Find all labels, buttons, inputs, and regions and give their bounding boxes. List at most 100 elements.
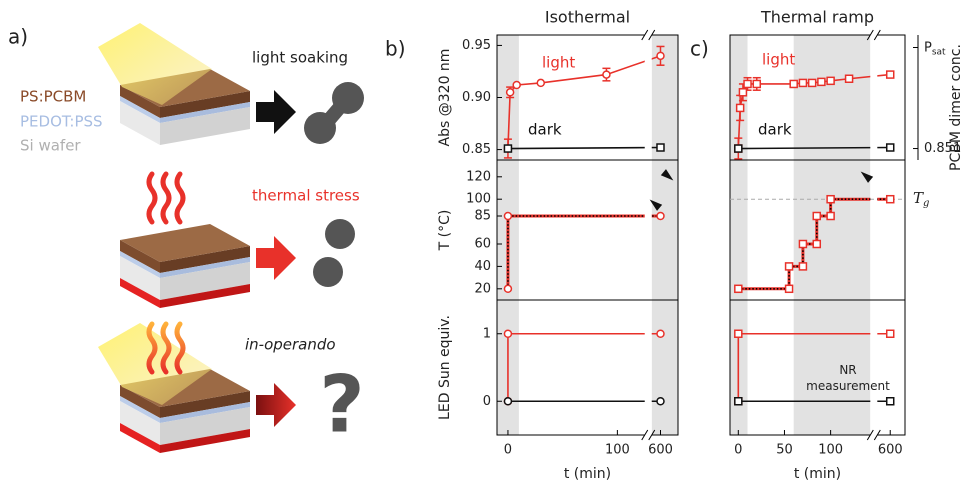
axis-break-mark <box>866 429 874 441</box>
marker <box>738 88 748 97</box>
layer-label: PEDOT:PSS <box>20 113 103 131</box>
marker <box>536 78 546 88</box>
y-axis-label: T (°C) <box>437 210 453 252</box>
y-tick-label: 100 <box>466 192 491 207</box>
marker <box>656 329 665 338</box>
x-tick-label: 0 <box>504 443 512 458</box>
layer-side <box>160 257 250 278</box>
marker <box>656 211 665 221</box>
axis-break-mark <box>641 29 649 41</box>
y-tick-label: 1 <box>483 326 491 341</box>
condition-label: light soaking <box>252 49 348 67</box>
shaded-region <box>730 35 748 160</box>
marker <box>734 284 743 294</box>
series-line-dots <box>738 198 891 290</box>
marker <box>826 76 835 86</box>
panel-label: b) <box>385 37 406 61</box>
shaded-region <box>651 160 678 300</box>
arrowhead <box>660 169 674 181</box>
marker <box>503 397 513 406</box>
layer-side <box>120 396 160 423</box>
arrow <box>256 383 296 427</box>
arrowhead <box>649 199 663 211</box>
series-label: light <box>542 54 575 72</box>
axis-break-mark <box>641 429 649 441</box>
arrow <box>256 90 296 134</box>
axis-break-mark <box>873 29 881 41</box>
x-tick-label: 100 <box>605 443 630 458</box>
layer-side <box>120 240 160 273</box>
marker <box>885 329 895 338</box>
marker <box>512 80 521 90</box>
layer-side <box>160 107 250 145</box>
marker <box>503 211 513 221</box>
heat-wave <box>160 321 172 375</box>
layer-side <box>160 429 250 453</box>
layer-side <box>120 251 160 278</box>
marker <box>812 211 822 221</box>
axis-break-mark <box>648 429 656 441</box>
molecule <box>304 112 336 144</box>
series-line <box>738 146 891 150</box>
layer-side <box>160 246 250 273</box>
layer-side <box>120 101 160 145</box>
arrow <box>256 236 296 280</box>
layer-side <box>160 391 250 418</box>
panel-label: a) <box>8 25 28 49</box>
layer-side <box>160 91 250 118</box>
series-line <box>507 332 661 402</box>
x-axis-label: t (min) <box>794 466 841 482</box>
marker <box>503 284 513 294</box>
marker <box>656 397 665 406</box>
layer-label: PS:PCBM <box>20 88 86 106</box>
marker <box>735 103 745 113</box>
annotation: NR measurement <box>806 363 890 393</box>
marker <box>789 79 798 89</box>
layer-top <box>120 224 250 262</box>
annotation-line: NR <box>839 363 856 377</box>
series-line <box>507 55 661 149</box>
reference-label-main: T <box>913 189 924 207</box>
frame <box>496 299 679 436</box>
marker <box>826 194 835 204</box>
layer-label: Si wafer <box>20 137 81 155</box>
series-line <box>506 214 661 289</box>
axis-break-gap <box>644 33 652 37</box>
x-tick-label: 600 <box>878 443 903 458</box>
series-label: dark <box>758 121 792 139</box>
layer-side <box>120 96 160 123</box>
frame <box>496 34 679 161</box>
y-tick-label: 20 <box>474 281 491 296</box>
y2-tick-label-main: P <box>924 40 932 55</box>
series-label: dark <box>528 121 562 139</box>
layer-side <box>120 423 160 453</box>
y2-tick-label: 0.851 <box>924 141 961 156</box>
layer-side <box>120 85 160 118</box>
axis-break-gap <box>870 433 878 437</box>
axis-break-gap <box>644 433 652 437</box>
y2-tick-label: Psat <box>924 40 946 57</box>
frame <box>729 299 906 436</box>
marker <box>885 143 895 152</box>
layer-side <box>120 278 160 308</box>
y-tick-label: 0 <box>483 394 491 409</box>
layer-side <box>160 407 250 445</box>
marker <box>817 77 826 87</box>
marker <box>503 329 513 338</box>
y-tick-label: 120 <box>466 169 491 184</box>
y-tick-label: 0.90 <box>462 90 491 105</box>
marker <box>885 194 895 204</box>
layer-side <box>120 385 160 418</box>
axis-break-mark <box>873 429 881 441</box>
x-axis-label: t (min) <box>564 466 611 482</box>
condition-label: in-operando <box>245 336 336 354</box>
y2-tick-label-sub: sat <box>932 47 946 57</box>
shaded-region <box>793 160 871 300</box>
series-line <box>507 146 661 150</box>
marker <box>656 143 665 152</box>
layer-side <box>160 262 250 300</box>
marker <box>798 262 808 271</box>
shaded-region <box>730 160 748 300</box>
